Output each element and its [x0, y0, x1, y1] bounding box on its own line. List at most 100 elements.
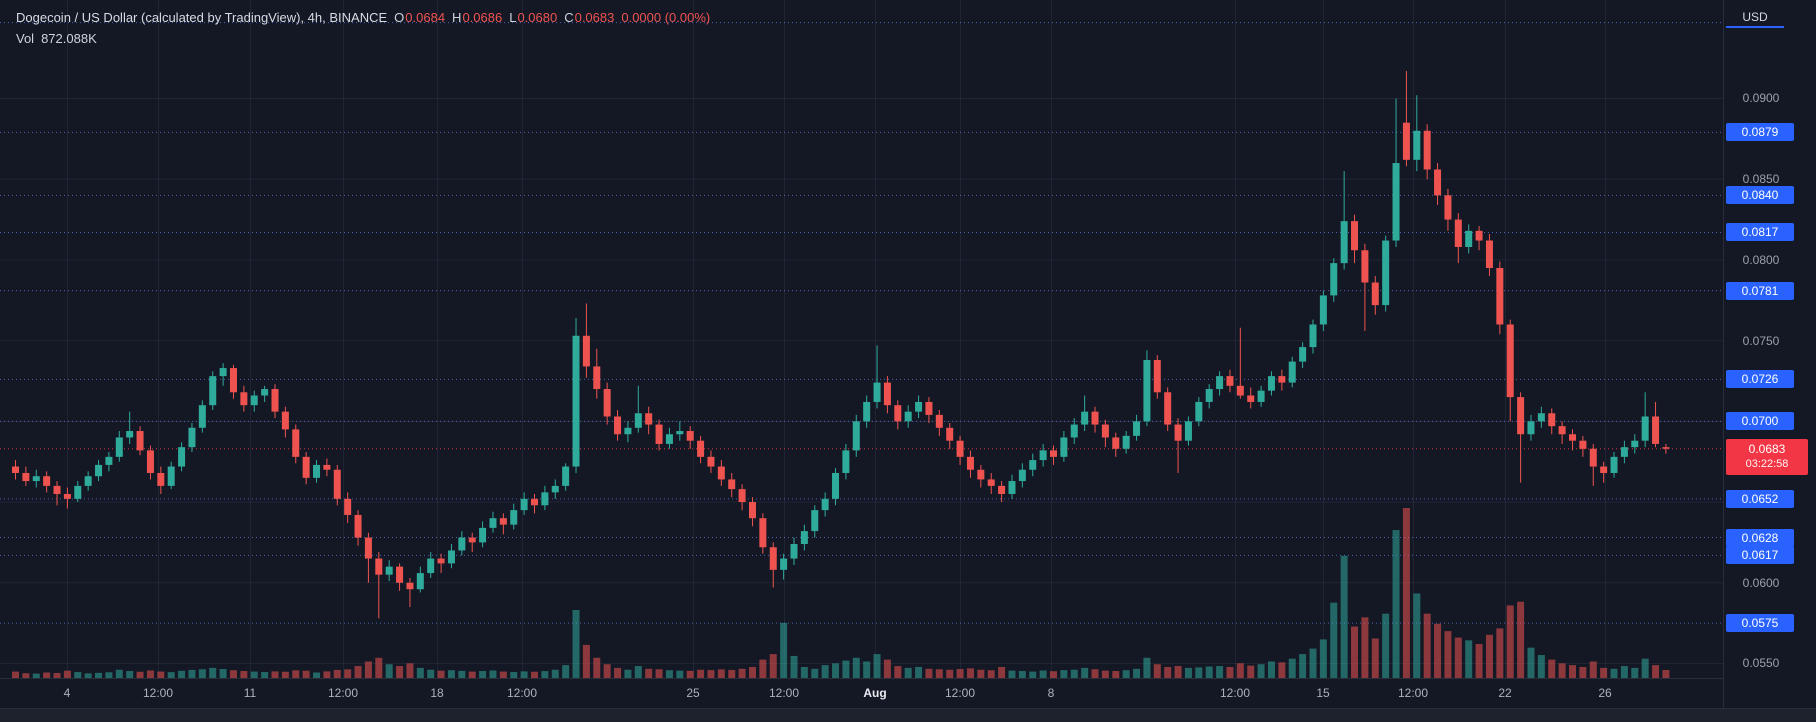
price-level-label: 0.0617	[1726, 546, 1794, 565]
volume-bar	[852, 657, 860, 678]
candle-body	[572, 335, 580, 467]
candle-body	[1091, 411, 1099, 425]
candle-body	[53, 485, 61, 494]
volume-bar	[1527, 647, 1535, 678]
volume-bar	[1060, 670, 1068, 678]
volume-bar	[1423, 613, 1431, 678]
volume-bar	[759, 659, 767, 678]
volume-bar	[32, 673, 40, 678]
volume-bar	[1517, 601, 1525, 678]
price-level-label: 0.0726	[1726, 370, 1794, 389]
volume-bar	[1247, 665, 1255, 678]
time-axis[interactable]: 4 12:00 11 12:00 18 12:00 25 12:00 Aug 12:00 8 12:0…	[0, 678, 1723, 709]
candle-body	[655, 424, 663, 444]
volume-bar	[707, 670, 715, 678]
candle-body	[333, 469, 341, 499]
volume-bar	[1257, 664, 1265, 678]
volume-bar	[43, 672, 51, 678]
candle-body	[1351, 221, 1359, 251]
volume-bar	[1610, 668, 1618, 678]
time-tick-label: 12:00	[944, 686, 976, 700]
candle-body	[676, 431, 684, 435]
candle-body	[313, 464, 321, 478]
candle-body	[551, 485, 559, 493]
candle-body	[240, 392, 248, 406]
candle-body	[520, 498, 528, 511]
candle-body	[1465, 230, 1473, 247]
volume-bar	[1174, 666, 1182, 678]
candle-body	[966, 456, 974, 470]
volume-bar	[790, 655, 798, 678]
candle-body	[915, 401, 923, 412]
volume-bar	[1434, 623, 1442, 678]
volume-bar	[572, 610, 580, 678]
candle-body	[1205, 389, 1213, 402]
volume-bar	[396, 666, 404, 678]
candle-body	[136, 431, 144, 451]
candle-body	[634, 413, 642, 428]
candle-body	[1641, 416, 1649, 441]
candle-body	[1454, 219, 1462, 247]
candle-body	[645, 413, 653, 425]
candle-body	[1112, 437, 1120, 449]
volume-bar	[1340, 555, 1348, 678]
candle-body	[614, 416, 622, 435]
volume-value: 872.088K	[41, 31, 97, 46]
volume-bar	[821, 665, 829, 678]
volume-bar	[22, 673, 30, 678]
candle-body	[84, 476, 92, 486]
candle-body	[811, 510, 819, 532]
price-axis[interactable]: USD 0.0900 0.0850 0.0800 0.0750 0.0600 0.0550…	[1723, 0, 1816, 708]
volume-bar	[1299, 654, 1307, 678]
price-tick-label: 0.0750	[1742, 333, 1780, 348]
volume-bar	[645, 668, 653, 678]
candle-body	[1579, 440, 1587, 449]
candle-body	[1537, 413, 1545, 422]
volume-bar	[551, 669, 559, 678]
candle-body	[1496, 267, 1504, 325]
volume-bar	[1382, 613, 1390, 678]
volume-bar	[1081, 667, 1089, 678]
candle-body	[1018, 469, 1026, 482]
candle-body	[624, 427, 632, 435]
volume-bar	[302, 670, 310, 678]
ohlc-high: H 0.0686	[452, 10, 503, 25]
symbol-title[interactable]: Dogecoin / US Dollar (calculated by Trad…	[16, 10, 388, 25]
candle-body	[541, 492, 549, 506]
candle-body	[1620, 447, 1628, 457]
candle-body	[157, 472, 165, 486]
volume-bar	[416, 667, 424, 678]
volume-bar	[1548, 659, 1556, 678]
candle-body	[1133, 421, 1141, 436]
candle-body	[1361, 250, 1369, 283]
candle-body	[1153, 359, 1161, 393]
candle-body	[1060, 437, 1068, 457]
volume-bar	[198, 669, 206, 678]
candle-body	[126, 431, 134, 438]
time-tick-label: 12:00	[506, 686, 538, 700]
volume-bar	[624, 669, 632, 678]
volume-bar	[1392, 530, 1400, 678]
volume-bar	[935, 669, 943, 678]
volume-bar	[1050, 671, 1057, 678]
volume-bar	[686, 670, 694, 678]
candle-body	[759, 518, 767, 548]
candle-body	[1247, 395, 1255, 402]
candle-body	[1402, 122, 1410, 160]
candle-body	[1288, 361, 1296, 383]
volume-bar	[520, 671, 528, 678]
volume-bar	[354, 666, 362, 678]
volume-bar	[1319, 639, 1327, 678]
volume-bar	[250, 671, 258, 678]
candle-body	[1589, 448, 1597, 467]
candle-body	[1662, 447, 1670, 449]
volume-bar	[676, 670, 684, 678]
volume-bar	[1496, 628, 1504, 678]
volume-bar	[966, 668, 974, 678]
volume-bar	[780, 622, 788, 678]
volume-bar	[1371, 638, 1379, 678]
volume-bar	[977, 669, 985, 678]
candle-body	[1278, 376, 1286, 383]
